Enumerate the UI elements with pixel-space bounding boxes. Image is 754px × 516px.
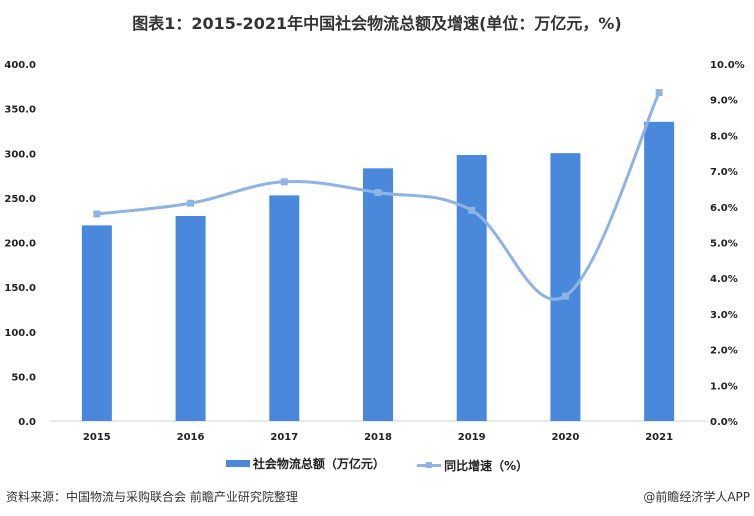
growth-point-2019 (468, 206, 476, 214)
legend-swatch-line (417, 462, 442, 468)
x-tick-label: 2019 (458, 432, 486, 443)
legend: 社会物流总额（万亿元） 同比增速（%） (0, 455, 754, 474)
y-left-tick-label: 100.0 (4, 328, 36, 339)
y-left-tick-label: 350.0 (4, 105, 36, 116)
y-left-tick-label: 150.0 (4, 283, 36, 294)
growth-point-2018 (374, 189, 382, 197)
bar-2015 (81, 225, 112, 421)
y-right-tick-label: 3.0% (710, 310, 738, 321)
x-tick-label: 2016 (177, 432, 205, 443)
growth-point-2020 (561, 292, 569, 300)
y-right-tick-label: 8.0% (710, 131, 738, 142)
legend-label-line: 同比增速（%） (444, 459, 529, 473)
y-left-tick-label: 250.0 (4, 194, 36, 205)
y-right-tick-label: 0.0% (710, 417, 738, 428)
x-tick-label: 2021 (645, 432, 673, 443)
legend-item-bar: 社会物流总额（万亿元） (225, 455, 385, 472)
y-left-tick-label: 50.0 (11, 372, 36, 383)
y-right-tick-label: 2.0% (710, 346, 738, 357)
bar-2019 (456, 155, 487, 421)
growth-point-2015 (93, 210, 101, 218)
bar-2017 (269, 195, 300, 421)
bar-2018 (363, 168, 393, 421)
growth-point-2016 (187, 199, 195, 207)
y-left-tick-label: 200.0 (4, 239, 36, 250)
y-right-tick-label: 1.0% (710, 381, 738, 392)
y-right-tick-label: 4.0% (710, 274, 738, 285)
x-tick-label: 2015 (83, 432, 111, 443)
chart-title: 图表1：2015-2021年中国社会物流总额及增速(单位：万亿元，%) (132, 14, 622, 33)
x-tick-label: 2018 (364, 432, 392, 443)
y-right-tick-label: 5.0% (710, 239, 738, 250)
y-right-tick-label: 6.0% (710, 203, 738, 214)
y-right-tick-label: 9.0% (710, 96, 738, 107)
growth-point-2021 (655, 89, 663, 97)
x-tick-label: 2020 (552, 432, 580, 443)
y-left-tick-label: 0.0 (18, 417, 36, 428)
legend-label-bar: 社会物流总额（万亿元） (252, 457, 385, 471)
y-right-tick-label: 7.0% (710, 167, 738, 178)
growth-line (96, 91, 661, 301)
x-tick-label: 2017 (270, 432, 298, 443)
legend-swatch-bar (225, 460, 250, 467)
growth-point-2017 (280, 178, 288, 186)
y-left-tick-label: 400.0 (4, 60, 36, 71)
source-note: 资料来源：中国物流与采购联合会 前瞻产业研究院整理 (6, 490, 298, 504)
y-left-tick-label: 300.0 (4, 149, 36, 160)
legend-item-line: 同比增速（%） (417, 457, 528, 474)
bar-2021 (644, 121, 675, 422)
credit-note: @前瞻经济学人APP (643, 490, 750, 504)
y-right-tick-label: 10.0% (710, 60, 745, 71)
bar-2016 (175, 215, 206, 421)
